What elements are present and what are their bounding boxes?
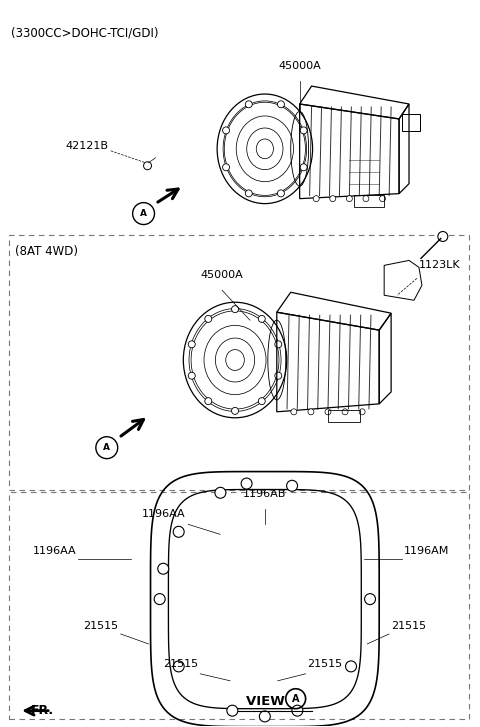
Circle shape bbox=[259, 711, 270, 722]
Text: FR.: FR. bbox=[31, 704, 54, 717]
Circle shape bbox=[215, 487, 226, 498]
Circle shape bbox=[313, 196, 319, 201]
Text: 45000A: 45000A bbox=[278, 61, 321, 71]
Text: (3300CC>DOHC-TCI/GDI): (3300CC>DOHC-TCI/GDI) bbox=[12, 26, 159, 39]
Circle shape bbox=[158, 563, 168, 574]
Text: 1196AA: 1196AA bbox=[142, 510, 185, 519]
Circle shape bbox=[231, 305, 239, 313]
Bar bbox=[9, 491, 468, 718]
Circle shape bbox=[245, 101, 252, 108]
Circle shape bbox=[223, 164, 229, 171]
Text: 1196AM: 1196AM bbox=[404, 546, 449, 556]
Circle shape bbox=[275, 341, 282, 348]
Circle shape bbox=[300, 164, 307, 171]
Circle shape bbox=[154, 594, 165, 605]
Circle shape bbox=[258, 316, 265, 322]
Circle shape bbox=[325, 409, 331, 415]
Circle shape bbox=[144, 162, 152, 169]
Text: 1196AB: 1196AB bbox=[243, 489, 287, 499]
Circle shape bbox=[287, 481, 298, 491]
Circle shape bbox=[275, 372, 282, 379]
Text: 21515: 21515 bbox=[308, 659, 343, 669]
Text: VIEW: VIEW bbox=[246, 695, 289, 707]
Circle shape bbox=[380, 196, 385, 201]
Circle shape bbox=[277, 190, 285, 197]
Circle shape bbox=[292, 705, 303, 716]
Text: 45000A: 45000A bbox=[201, 270, 243, 281]
Circle shape bbox=[258, 398, 265, 405]
Text: 1196AA: 1196AA bbox=[32, 546, 76, 556]
Text: 21515: 21515 bbox=[163, 659, 198, 669]
Circle shape bbox=[359, 409, 365, 415]
Circle shape bbox=[330, 196, 336, 201]
Circle shape bbox=[438, 231, 448, 241]
Circle shape bbox=[342, 409, 348, 415]
Circle shape bbox=[205, 398, 212, 405]
Text: 21515: 21515 bbox=[84, 621, 119, 631]
Bar bbox=[328, 410, 360, 422]
Circle shape bbox=[277, 101, 285, 108]
Text: A: A bbox=[140, 209, 147, 218]
Text: (8AT 4WD): (8AT 4WD) bbox=[15, 246, 78, 259]
Circle shape bbox=[363, 196, 369, 201]
Circle shape bbox=[231, 407, 239, 414]
Circle shape bbox=[245, 190, 252, 197]
Circle shape bbox=[188, 341, 195, 348]
Circle shape bbox=[291, 409, 297, 415]
Circle shape bbox=[205, 316, 212, 322]
Circle shape bbox=[188, 372, 195, 379]
Text: 21515: 21515 bbox=[391, 621, 426, 631]
Circle shape bbox=[173, 526, 184, 537]
Text: A: A bbox=[292, 694, 300, 704]
Circle shape bbox=[308, 409, 314, 415]
Text: A: A bbox=[103, 443, 110, 452]
Circle shape bbox=[241, 478, 252, 489]
Circle shape bbox=[365, 594, 375, 605]
Bar bbox=[354, 195, 384, 206]
Bar bbox=[9, 236, 468, 489]
Circle shape bbox=[227, 705, 238, 716]
Text: 1123LK: 1123LK bbox=[419, 260, 461, 270]
Circle shape bbox=[347, 196, 352, 201]
Text: 42121B: 42121B bbox=[66, 141, 109, 150]
Circle shape bbox=[223, 127, 229, 134]
Circle shape bbox=[173, 661, 184, 672]
Circle shape bbox=[300, 127, 307, 134]
Circle shape bbox=[346, 661, 357, 672]
